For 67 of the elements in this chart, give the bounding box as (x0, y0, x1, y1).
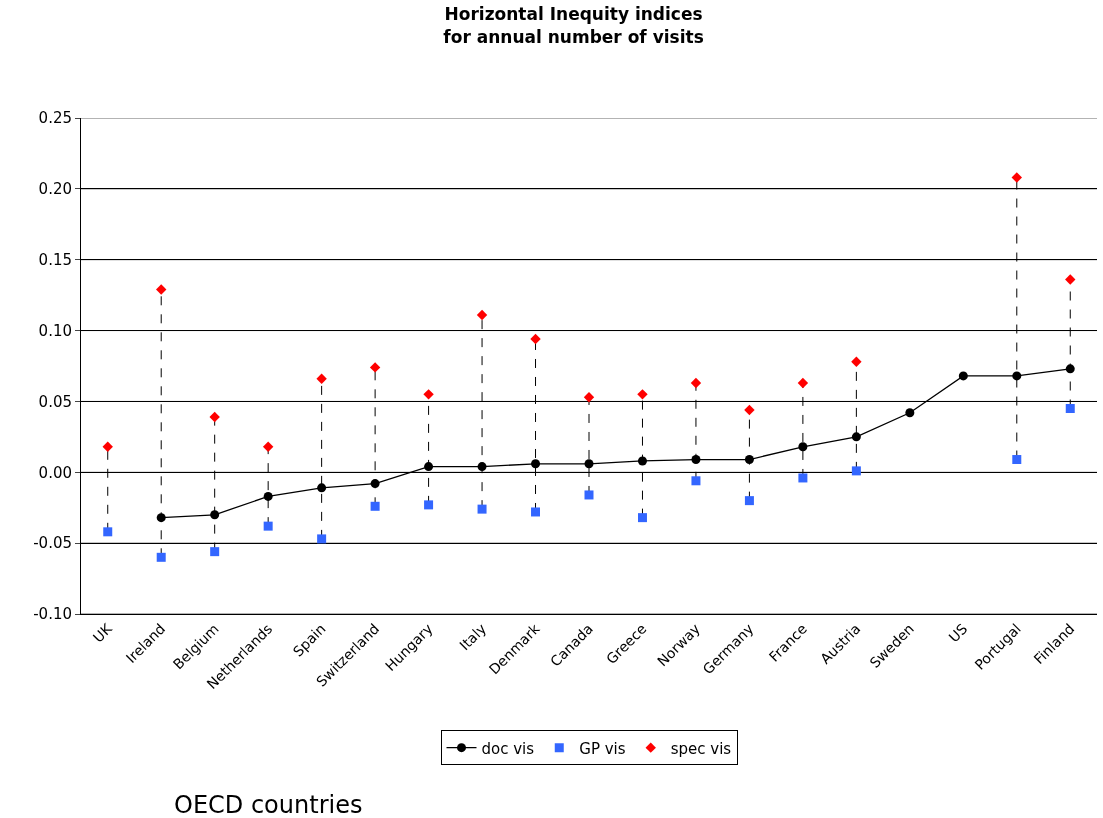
point (477, 462, 487, 472)
point (210, 510, 220, 520)
point (851, 466, 861, 476)
point (584, 459, 594, 469)
point (637, 456, 647, 466)
point (531, 459, 541, 469)
point (1012, 455, 1022, 465)
y-tick-label: -0.10 (33, 605, 72, 624)
y-tick-label: 0.00 (38, 463, 72, 482)
point (262, 441, 274, 452)
point (156, 513, 166, 523)
legend-label: doc vis (481, 739, 535, 758)
point (798, 473, 808, 483)
text: OECD countries (174, 791, 363, 818)
point (209, 411, 220, 423)
point (370, 501, 380, 511)
point (851, 356, 862, 367)
point (583, 391, 595, 403)
point (263, 521, 273, 531)
point (798, 442, 808, 452)
y-tick-label: 0.10 (38, 321, 72, 340)
point (637, 513, 647, 523)
point (744, 455, 754, 465)
point (476, 309, 488, 321)
point (691, 455, 701, 465)
point (1065, 274, 1076, 285)
point (1065, 404, 1075, 414)
point (744, 496, 754, 506)
point (156, 284, 167, 295)
point (477, 504, 487, 514)
point (1065, 364, 1075, 374)
legend-label: spec vis (670, 739, 732, 758)
point (690, 377, 702, 389)
point (905, 408, 915, 418)
point (958, 371, 968, 381)
point (317, 534, 327, 544)
y-tick-label: -0.05 (33, 534, 72, 553)
point (584, 490, 594, 500)
point (424, 462, 434, 472)
point (744, 404, 755, 416)
point (210, 547, 220, 557)
y-tick-label: 0.05 (38, 392, 72, 411)
point (1011, 172, 1022, 183)
y-tick-label: 0.25 (38, 109, 72, 128)
point (369, 362, 381, 373)
point (102, 441, 113, 452)
chart-title: Horizontal Inequity indices for annual number of visits (443, 4, 704, 47)
point (423, 389, 434, 400)
point (530, 333, 541, 345)
point (316, 373, 327, 384)
point (1012, 371, 1022, 381)
point (797, 377, 809, 389)
point (263, 491, 273, 501)
point (691, 476, 701, 486)
point (317, 483, 327, 493)
legend-label: GP vis (579, 739, 626, 758)
point (531, 507, 541, 517)
x-tick-label: UK (89, 619, 116, 646)
point (103, 527, 113, 537)
point (156, 552, 166, 562)
y-tick-label: 0.15 (38, 250, 72, 269)
point (370, 479, 380, 489)
point (851, 432, 861, 442)
point (424, 500, 434, 510)
point (637, 389, 648, 400)
y-tick-label: 0.20 (38, 180, 72, 199)
x-tick-label: US (945, 620, 971, 646)
